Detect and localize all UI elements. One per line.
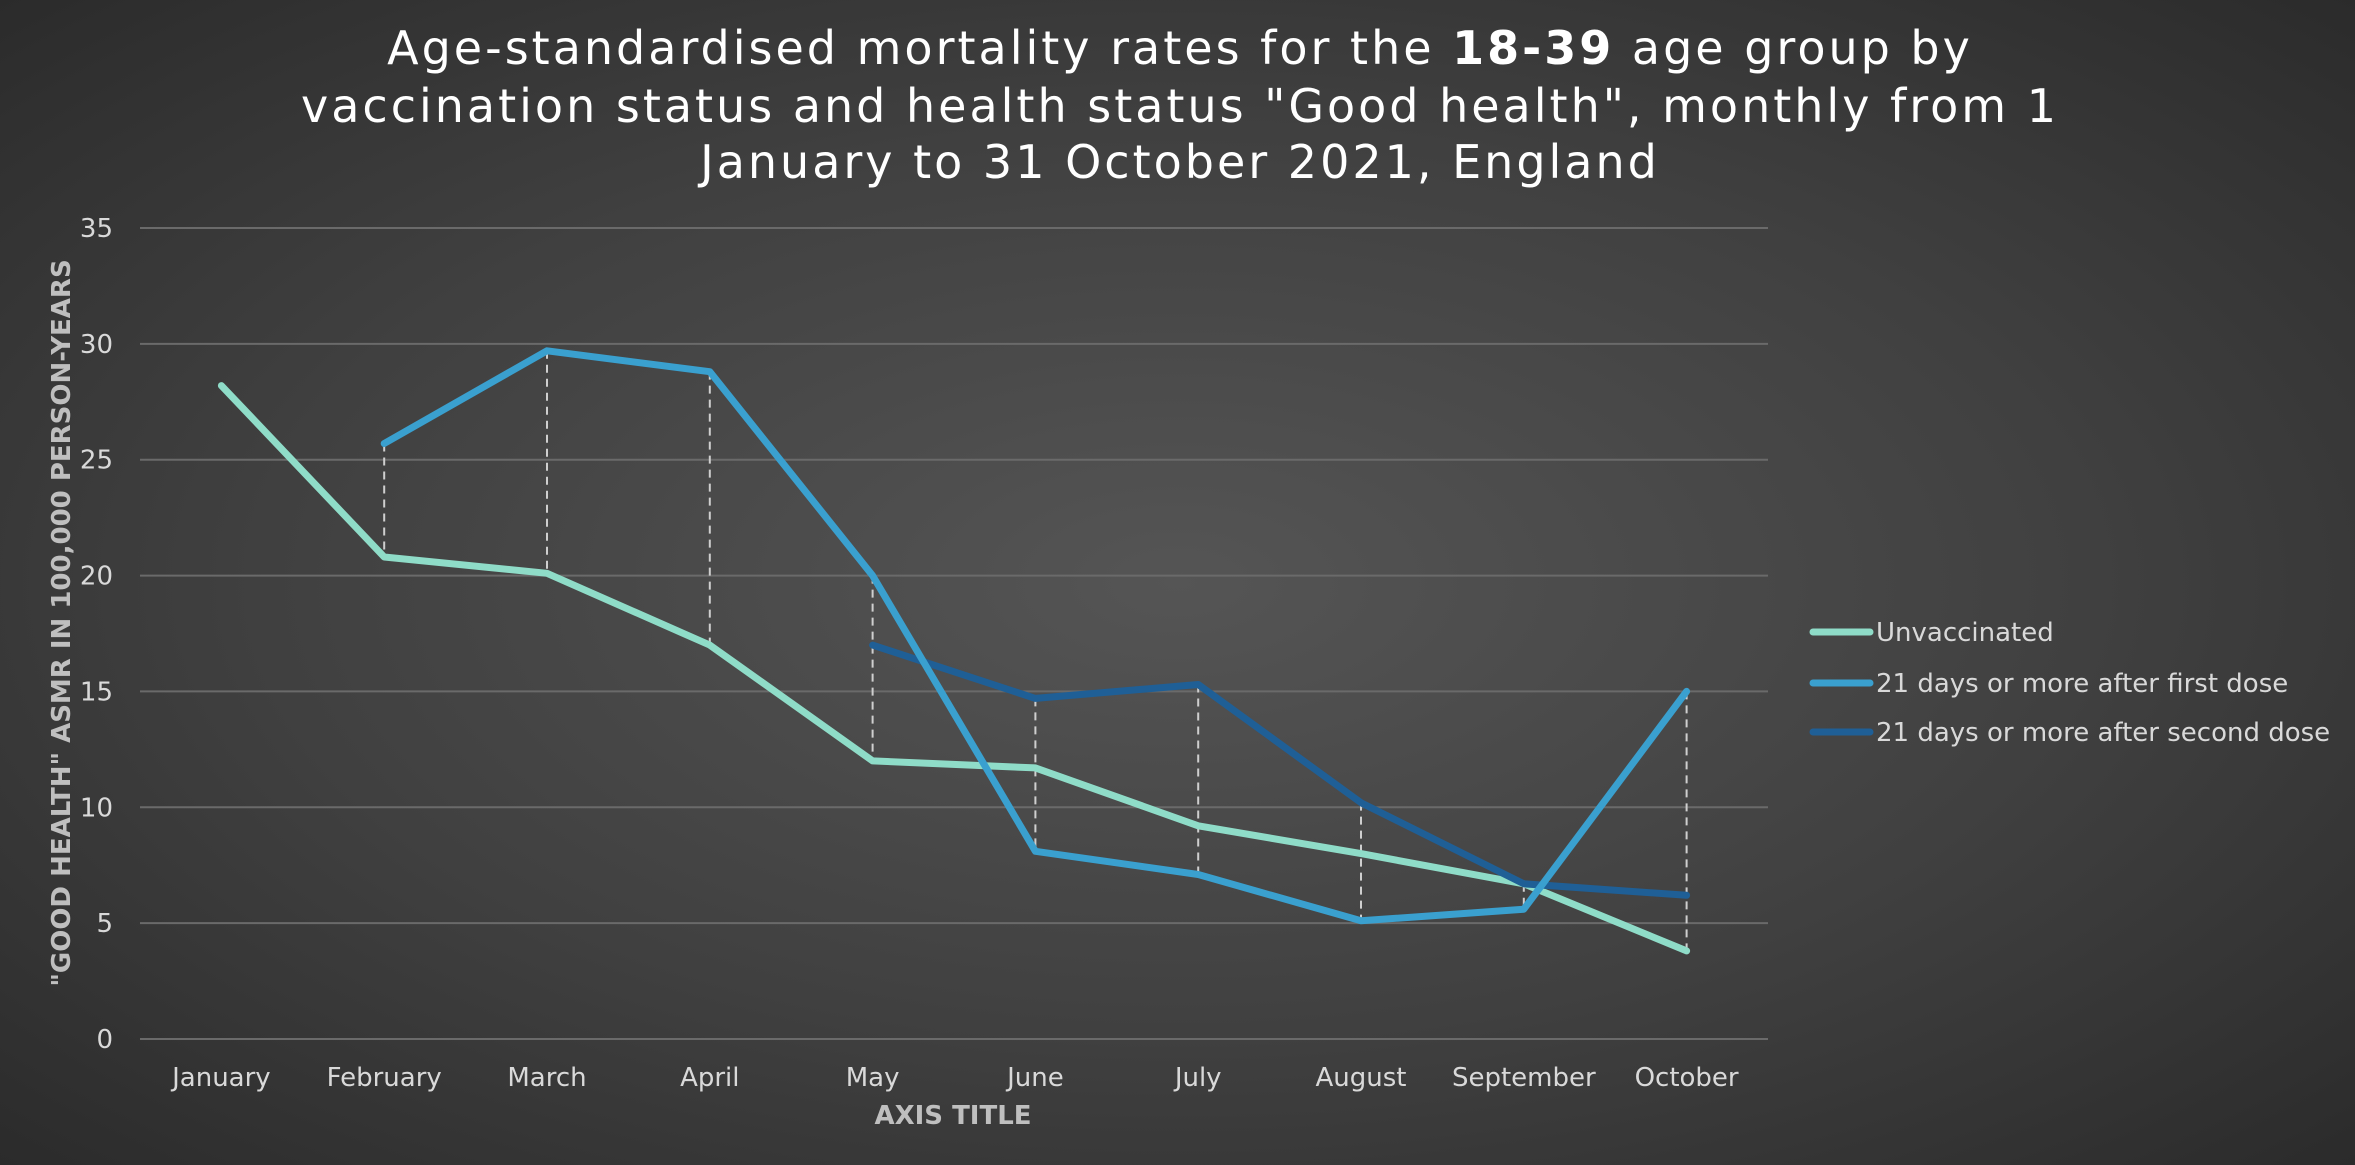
chart-title-line-2: vaccination status and health status "Go… (301, 79, 2059, 133)
y-axis-title[interactable]: "GOOD HEALTH" ASMR IN 100,000 PERSON-YEA… (47, 259, 77, 986)
x-tick-label: June (1005, 1063, 1064, 1093)
x-tick-label: August (1316, 1063, 1407, 1093)
x-tick-label: April (680, 1063, 739, 1093)
y-tick-label: 20 (80, 562, 113, 592)
y-tick-label: 5 (96, 909, 113, 939)
legend-item[interactable]: 21 days or more after first dose (1809, 669, 2288, 699)
legend[interactable]: Unvaccinated 21 days or more after first … (1809, 618, 2330, 748)
chart-title-line-1: Age-standardised mortality rates for the… (387, 21, 1973, 75)
x-tick-label: May (846, 1063, 900, 1093)
series-line-21-days-or-more-after-first-dose[interactable] (380, 347, 1691, 925)
y-tick-label: 0 (96, 1025, 113, 1055)
chart-title-line-3: January to 31 October 2021, England (697, 135, 1660, 189)
series-line-unvaccinated[interactable] (217, 382, 1691, 955)
y-tick-label: 25 (80, 446, 113, 476)
y-tick-label: 10 (80, 793, 113, 823)
y-tick-label: 15 (80, 677, 113, 707)
legend-label: Unvaccinated (1876, 618, 2054, 648)
legend-label: 21 days or more after second dose (1876, 718, 2330, 748)
gridlines (140, 227, 1768, 1040)
x-axis-ticks: January February March April May June July Augu… (170, 1063, 1739, 1093)
legend-label: 21 days or more after first dose (1876, 669, 2288, 699)
y-tick-label: 35 (80, 214, 113, 244)
x-axis-title[interactable]: AXIS TITLE (874, 1101, 1031, 1131)
drop-lines (383, 350, 1688, 951)
series-line-21-days-or-more-after-second-dose[interactable] (869, 641, 1691, 899)
legend-item[interactable]: Unvaccinated (1809, 618, 2054, 648)
x-tick-label: July (1173, 1063, 1222, 1093)
x-tick-label: January (170, 1063, 271, 1093)
x-tick-label: March (507, 1063, 586, 1093)
legend-item[interactable]: 21 days or more after second dose (1809, 718, 2330, 748)
x-tick-label: October (1635, 1063, 1739, 1093)
y-axis-ticks: 0 5 10 15 20 25 30 35 (80, 214, 113, 1055)
y-tick-label: 30 (80, 330, 113, 360)
series-lines (217, 347, 1691, 955)
x-tick-label: February (327, 1063, 442, 1093)
chart-title: Age-standardised mortality rates for the… (301, 21, 2059, 189)
x-tick-label: September (1452, 1063, 1596, 1093)
